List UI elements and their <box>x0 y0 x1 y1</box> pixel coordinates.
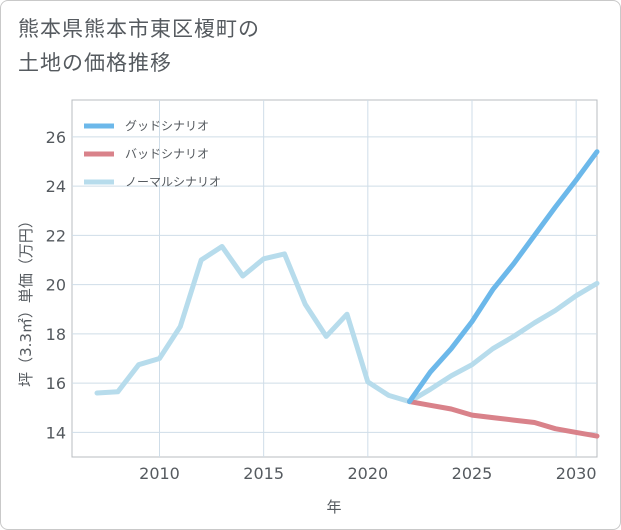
x-tick-label: 2030 <box>556 464 597 483</box>
y-tick-label: 14 <box>46 423 66 442</box>
x-tick-label: 2015 <box>243 464 284 483</box>
page-title-line1: 熊本県熊本市東区榎町の <box>18 17 260 41</box>
y-tick-label: 22 <box>46 226 66 245</box>
x-tick-label: 2025 <box>452 464 493 483</box>
y-tick-label: 20 <box>46 276 66 295</box>
legend-label: バッドシナリオ <box>125 147 209 161</box>
series-layer <box>94 149 600 439</box>
x-axis-label: 年 <box>326 498 341 516</box>
series-line-1 <box>407 399 600 439</box>
legend-label: ノーマルシナリオ <box>125 175 221 189</box>
y-tick-label: 16 <box>46 374 66 393</box>
x-gridlines <box>159 100 577 457</box>
x-tick-label: 2020 <box>347 464 388 483</box>
series-line-0 <box>407 149 600 405</box>
page-title-line2: 土地の価格推移 <box>18 51 172 75</box>
page-title: 熊本県熊本市東区榎町の 土地の価格推移 <box>18 12 260 80</box>
y-axis-label: 坪（3.3㎡）単価（万円） <box>17 213 35 387</box>
legend-label: グッドシナリオ <box>125 119 209 133</box>
y-tick-label: 24 <box>46 177 66 196</box>
x-tick-labels: 2010 2015 2020 2025 2030 <box>139 464 596 483</box>
y-tick-labels: 14 16 18 20 22 24 26 <box>46 128 66 442</box>
y-tick-label: 26 <box>46 128 66 147</box>
series-line-2 <box>94 244 600 405</box>
y-gridlines <box>72 136 597 433</box>
y-tick-label: 18 <box>46 325 66 344</box>
x-tick-label: 2010 <box>139 464 180 483</box>
